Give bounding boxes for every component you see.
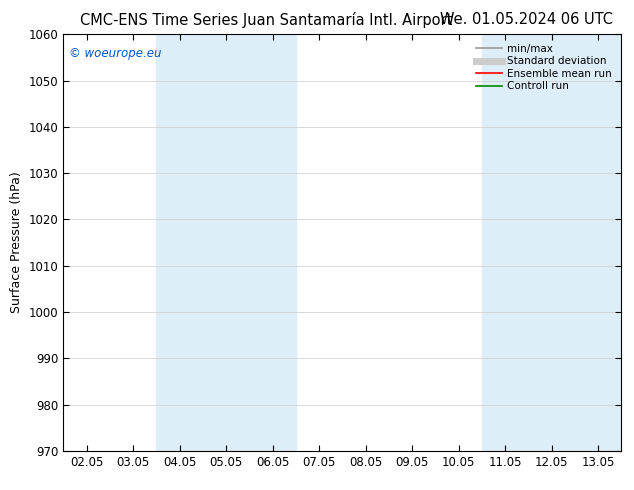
Text: We. 01.05.2024 06 UTC: We. 01.05.2024 06 UTC: [440, 12, 612, 27]
Bar: [157, 34, 296, 451]
Legend: min/max, Standard deviation, Ensemble mean run, Controll run: min/max, Standard deviation, Ensemble me…: [472, 40, 616, 96]
Text: CMC-ENS Time Series Juan Santamaría Intl. Airport: CMC-ENS Time Series Juan Santamaría Intl…: [80, 12, 453, 28]
Text: © woeurope.eu: © woeurope.eu: [69, 47, 162, 60]
Bar: [482, 34, 621, 451]
Y-axis label: Surface Pressure (hPa): Surface Pressure (hPa): [10, 172, 23, 314]
